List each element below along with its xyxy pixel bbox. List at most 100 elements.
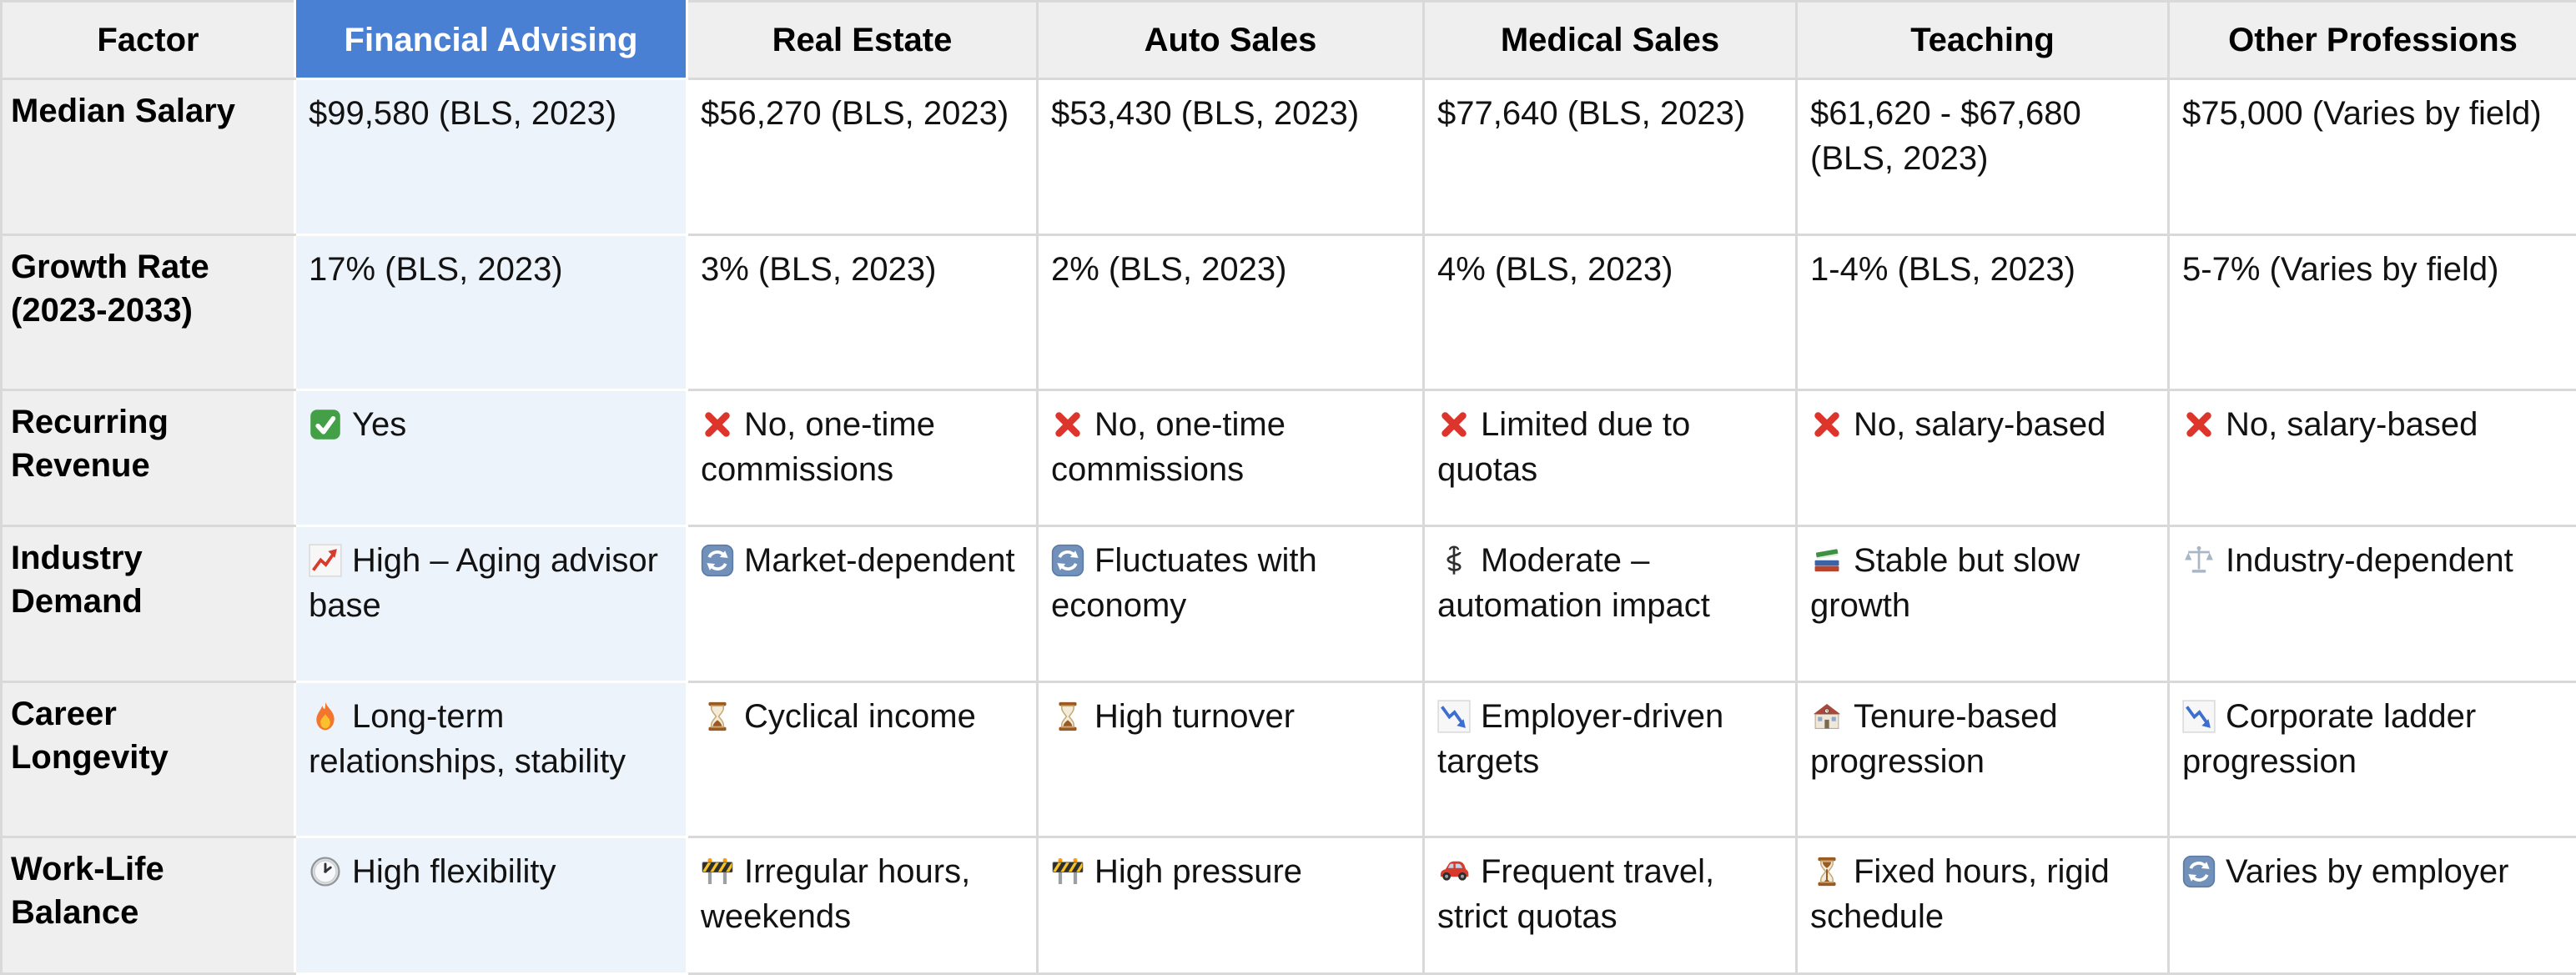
row-header-median-salary: Median Salary bbox=[2, 79, 295, 235]
cell-text: 17% (BLS, 2023) bbox=[309, 251, 563, 288]
books-icon bbox=[1810, 538, 1844, 583]
counterclockwise-arrows-icon bbox=[701, 538, 734, 583]
cell-text: Corporate ladder progression bbox=[2182, 698, 2476, 780]
table-cell: Corporate ladder progression bbox=[2169, 682, 2576, 837]
table-row: Median Salary $99,580 (BLS, 2023) $56,27… bbox=[2, 79, 2576, 235]
hourglass-flowing-icon bbox=[1810, 849, 1844, 894]
fire-icon bbox=[309, 694, 342, 739]
table-cell: 3% (BLS, 2023) bbox=[687, 235, 1038, 390]
table-cell: Industry-dependent bbox=[2169, 526, 2576, 682]
table-cell: Stable but slow growth bbox=[1797, 526, 2169, 682]
balance-scale-icon bbox=[2182, 538, 2216, 583]
cell-text: Industry-dependent bbox=[2226, 542, 2513, 579]
school-icon bbox=[1810, 694, 1844, 739]
cell-text: High flexibility bbox=[352, 853, 556, 890]
cell-text: Stable but slow growth bbox=[1810, 542, 2080, 624]
counterclockwise-arrows-icon bbox=[2182, 849, 2216, 894]
medical-symbol-icon bbox=[1437, 538, 1471, 583]
cell-text: $77,640 (BLS, 2023) bbox=[1437, 95, 1745, 132]
table-cell: 1-4% (BLS, 2023) bbox=[1797, 235, 2169, 390]
cell-text: Cyclical income bbox=[744, 698, 976, 735]
table-cell: Fixed hours, rigid schedule bbox=[1797, 837, 2169, 974]
table-cell: Yes bbox=[295, 390, 687, 526]
table-cell: Market-dependent bbox=[687, 526, 1038, 682]
cell-text: Yes bbox=[352, 406, 406, 443]
table-row: Recurring Revenue Yes No, one-time commi… bbox=[2, 390, 2576, 526]
table-cell: Moderate – automation impact bbox=[1424, 526, 1797, 682]
cell-text: Limited due to quotas bbox=[1437, 406, 1690, 488]
check-icon bbox=[309, 402, 342, 447]
table-row: Career Longevity Long-term relationships… bbox=[2, 682, 2576, 837]
cell-text: Varies by employer bbox=[2226, 853, 2508, 890]
cell-text: Long-term relationships, stability bbox=[309, 698, 626, 780]
cell-text: No, salary-based bbox=[1854, 406, 2106, 443]
construction-barrier-icon bbox=[701, 849, 734, 894]
automobile-icon bbox=[1437, 849, 1471, 894]
cell-text: Market-dependent bbox=[744, 542, 1015, 579]
cross-icon bbox=[2182, 402, 2216, 447]
cell-text: $61,620 - $67,680 (BLS, 2023) bbox=[1810, 95, 2081, 177]
table-cell: Varies by employer bbox=[2169, 837, 2576, 974]
column-header-factor: Factor bbox=[2, 2, 295, 79]
table-cell: High flexibility bbox=[295, 837, 687, 974]
table-cell: $56,270 (BLS, 2023) bbox=[687, 79, 1038, 235]
chart-decreasing-icon bbox=[2182, 694, 2216, 739]
cell-text: 1-4% (BLS, 2023) bbox=[1810, 251, 2075, 288]
cell-text: 5-7% (Varies by field) bbox=[2182, 251, 2498, 288]
table-cell: High – Aging advisor base bbox=[295, 526, 687, 682]
column-header-real-estate: Real Estate bbox=[687, 2, 1038, 79]
cell-text: Employer-driven targets bbox=[1437, 698, 1723, 780]
cell-text: No, one-time commissions bbox=[1051, 406, 1285, 488]
table-cell: Employer-driven targets bbox=[1424, 682, 1797, 837]
row-header-recurring-revenue: Recurring Revenue bbox=[2, 390, 295, 526]
column-header-medical-sales: Medical Sales bbox=[1424, 2, 1797, 79]
hourglass-done-icon bbox=[1051, 694, 1084, 739]
cell-text: $75,000 (Varies by field) bbox=[2182, 95, 2542, 132]
table-cell: Tenure-based progression bbox=[1797, 682, 2169, 837]
cell-text: Frequent travel, strict quotas bbox=[1437, 853, 1714, 935]
cell-text: Irregular hours, weekends bbox=[701, 853, 970, 935]
table-row: Growth Rate (2023-2033) 17% (BLS, 2023) … bbox=[2, 235, 2576, 390]
table-cell: Cyclical income bbox=[687, 682, 1038, 837]
table-cell: Frequent travel, strict quotas bbox=[1424, 837, 1797, 974]
row-header-career-longevity: Career Longevity bbox=[2, 682, 295, 837]
table-cell: High turnover bbox=[1038, 682, 1424, 837]
cell-text: 4% (BLS, 2023) bbox=[1437, 251, 1673, 288]
row-header-industry-demand: Industry Demand bbox=[2, 526, 295, 682]
table-cell: Limited due to quotas bbox=[1424, 390, 1797, 526]
cell-text: $53,430 (BLS, 2023) bbox=[1051, 95, 1359, 132]
cross-icon bbox=[1810, 402, 1844, 447]
table-cell: $99,580 (BLS, 2023) bbox=[295, 79, 687, 235]
table-cell: 2% (BLS, 2023) bbox=[1038, 235, 1424, 390]
column-header-auto-sales: Auto Sales bbox=[1038, 2, 1424, 79]
cross-icon bbox=[1437, 402, 1471, 447]
cell-text: High pressure bbox=[1094, 853, 1302, 890]
cross-icon bbox=[701, 402, 734, 447]
cell-text: Moderate – automation impact bbox=[1437, 542, 1710, 624]
table-cell: Long-term relationships, stability bbox=[295, 682, 687, 837]
clock-icon bbox=[309, 849, 342, 894]
row-header-growth-rate: Growth Rate (2023-2033) bbox=[2, 235, 295, 390]
table-cell: 5-7% (Varies by field) bbox=[2169, 235, 2576, 390]
table-row: Industry Demand High – Aging advisor bas… bbox=[2, 526, 2576, 682]
construction-barrier-icon bbox=[1051, 849, 1084, 894]
hourglass-done-icon bbox=[701, 694, 734, 739]
column-header-other-professions: Other Professions bbox=[2169, 2, 2576, 79]
cell-text: No, one-time commissions bbox=[701, 406, 935, 488]
table-cell: $53,430 (BLS, 2023) bbox=[1038, 79, 1424, 235]
column-header-financial-advising: Financial Advising bbox=[295, 2, 687, 79]
table-cell: 17% (BLS, 2023) bbox=[295, 235, 687, 390]
counterclockwise-arrows-icon bbox=[1051, 538, 1084, 583]
table-cell: No, one-time commissions bbox=[1038, 390, 1424, 526]
cross-icon bbox=[1051, 402, 1084, 447]
cell-text: 2% (BLS, 2023) bbox=[1051, 251, 1286, 288]
table-cell: No, salary-based bbox=[1797, 390, 2169, 526]
cell-text: High – Aging advisor base bbox=[309, 542, 658, 624]
cell-text: 3% (BLS, 2023) bbox=[701, 251, 936, 288]
table-cell: No, one-time commissions bbox=[687, 390, 1038, 526]
cell-text: $56,270 (BLS, 2023) bbox=[701, 95, 1009, 132]
cell-text: Fluctuates with economy bbox=[1051, 542, 1317, 624]
table-cell: Fluctuates with economy bbox=[1038, 526, 1424, 682]
row-header-work-life-balance: Work-Life Balance bbox=[2, 837, 295, 974]
table-cell: Irregular hours, weekends bbox=[687, 837, 1038, 974]
